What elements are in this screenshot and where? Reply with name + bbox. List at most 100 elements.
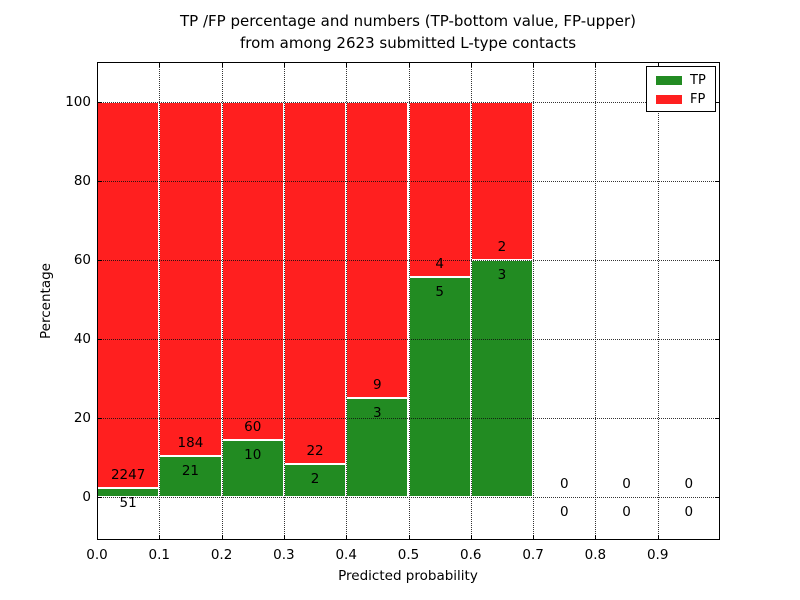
legend-entry-tp: TP: [656, 71, 715, 90]
x-tick-label: 0.5: [397, 547, 420, 563]
fp-count-label: 22: [306, 442, 324, 459]
fp-count-label: 0: [684, 475, 694, 492]
y-tick-label: 100: [65, 93, 91, 110]
bar-tp-segment: [283, 463, 347, 497]
tick-mark: [470, 535, 472, 540]
tick-mark: [470, 62, 472, 67]
gridline: [97, 101, 720, 103]
x-tick-label: 0.7: [522, 547, 544, 563]
bar-tp-segment: [408, 276, 471, 497]
bar-fp-segment: [346, 101, 409, 398]
tp-count-label: 51: [119, 494, 137, 511]
tp-count-label: 0: [684, 503, 694, 520]
fp-count-label: 2247: [110, 466, 146, 483]
tick-mark: [408, 62, 410, 67]
gridline: [97, 496, 720, 498]
legend-fp-label: FP: [690, 92, 706, 107]
tick-mark: [97, 535, 98, 540]
gridline: [97, 259, 720, 261]
tick-mark: [97, 417, 102, 419]
legend-fp-swatch-icon: [656, 95, 682, 104]
tick-mark: [715, 338, 720, 340]
legend-tp-swatch-icon: [656, 76, 682, 85]
tp-count-label: 0: [622, 503, 631, 520]
tick-mark: [221, 535, 223, 540]
tick-mark: [657, 535, 659, 540]
chart-title-line2: from among 2623 submitted L-type contact…: [239, 34, 577, 52]
x-tick-label: 0.3: [273, 547, 295, 563]
gridline: [97, 338, 720, 340]
x-tick-label: 0.2: [210, 547, 233, 563]
tp-count-label: 0: [559, 503, 569, 520]
x-tick-label: 0.9: [646, 547, 669, 563]
tick-mark: [657, 62, 659, 67]
tick-mark: [346, 62, 348, 67]
fp-count-label: 4: [435, 255, 444, 272]
tick-mark: [97, 338, 102, 340]
bar-fp-segment: [408, 101, 471, 277]
tick-mark: [595, 62, 597, 67]
tp-count-label: 3: [373, 404, 382, 421]
gridline: [595, 62, 597, 540]
x-tick-label: 0.4: [335, 547, 357, 563]
tick-mark: [159, 535, 161, 540]
tick-mark: [97, 496, 102, 498]
gridline: [221, 62, 223, 540]
tp-count-label: 2: [310, 470, 320, 487]
tick-mark: [97, 259, 102, 261]
tick-mark: [715, 180, 720, 182]
bar-tp-segment: [159, 456, 222, 497]
chart-title: TP /FP percentage and numbers (TP-bottom…: [108, 10, 708, 54]
tick-mark: [715, 101, 720, 103]
bar-fp-segment: [97, 101, 160, 488]
tick-mark: [533, 535, 535, 540]
bar-tp-segment: [470, 259, 534, 497]
tick-mark: [97, 180, 102, 182]
gridline: [159, 62, 161, 540]
gridline: [346, 62, 348, 540]
y-tick-label: 0: [82, 488, 91, 505]
bar-tp-segment: [346, 397, 409, 497]
tp-count-label: 3: [497, 266, 507, 283]
tp-count-label: 21: [181, 463, 200, 480]
legend-entry-fp: FP: [656, 90, 715, 109]
gridline: [470, 62, 472, 540]
legend-tp-label: TP: [690, 73, 706, 88]
x-tick-label: 0.0: [86, 547, 108, 563]
tick-mark: [715, 259, 720, 261]
y-tick-label: 20: [73, 409, 91, 426]
bar-fp-segment: [159, 101, 222, 457]
tick-mark: [283, 535, 285, 540]
fp-count-label: 9: [373, 376, 382, 393]
tick-mark: [595, 535, 597, 540]
gridline: [408, 62, 410, 540]
tick-mark: [346, 535, 348, 540]
tick-mark: [533, 62, 535, 67]
y-tick-label: 60: [73, 251, 91, 268]
fp-count-label: 2: [497, 238, 507, 255]
x-tick-label: 0.1: [148, 547, 171, 563]
gridline: [533, 62, 535, 540]
tick-mark: [283, 62, 285, 67]
tick-mark: [159, 62, 161, 67]
gridline: [283, 62, 285, 540]
fp-count-label: 184: [177, 435, 204, 452]
chart-title-line1: TP /FP percentage and numbers (TP-bottom…: [180, 12, 636, 30]
fp-count-label: 60: [244, 419, 262, 436]
tp-count-label: 5: [435, 283, 444, 300]
x-tick-label: 0.8: [584, 547, 607, 563]
tick-mark: [408, 535, 410, 540]
y-tick-label: 40: [73, 330, 91, 347]
tick-mark: [97, 62, 98, 67]
gridline: [97, 417, 720, 419]
tick-mark: [715, 496, 720, 498]
tp-count-label: 10: [244, 447, 262, 464]
bar-tp-segment: [221, 440, 284, 497]
bar-fp-segment: [283, 101, 347, 464]
x-tick-label: 0.6: [460, 547, 482, 563]
